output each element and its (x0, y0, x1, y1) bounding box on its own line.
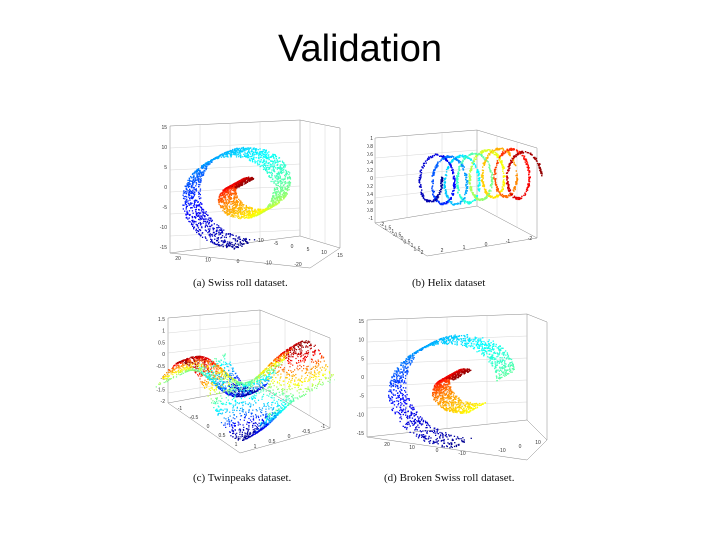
helix-points (418, 147, 543, 206)
z-axis-ticks: 15 10 5 0 -5 -10 -15 (357, 319, 364, 437)
tick-label: 15 (337, 253, 343, 259)
tick-label: -5 (163, 205, 168, 211)
tick-label: -10 (256, 238, 263, 244)
tick-label: 0 (288, 434, 291, 440)
tick-label: 0 (207, 424, 210, 430)
x-axis-ticks: -2-1.5-1-0.500.511.52 (380, 222, 424, 256)
tick-label: -15 (357, 431, 364, 437)
twinpeaks-points (155, 340, 335, 441)
slide-title: Validation (277, 28, 443, 70)
helix-figure: 10.80.60.40.20-0.2-0.4-0.6-0.8-1 -2-1.5-… (367, 128, 552, 260)
tick-label: -0.5 (302, 429, 311, 435)
tick-label: 0 (401, 236, 404, 242)
x-axis-ticks: 20 10 0 -10 (384, 442, 466, 457)
tick-label: -15 (160, 245, 167, 251)
tick-label: 0.6 (367, 152, 373, 158)
twinpeaks-figure: 1.5 1 0.5 0 -0.5 -1 -1.5 -2 -1 -0.5 0 0.5 1 1 0.5 0 -0… (150, 308, 335, 460)
tick-label: 0 (291, 244, 294, 250)
tick-label: 10 (205, 258, 211, 264)
z-axis-ticks: 1 0.8 0.6 0.4 0.2 0 -0.2 -0.4 -0.6 -0.8 -1 (367, 136, 373, 222)
tick-label: -10 (264, 261, 271, 267)
swiss-roll-figure: 15 10 5 0 -5 -10 -15 20 10 0 -10 -20 -10 -5 0 5 10 15 (140, 118, 350, 270)
tick-label: -10 (498, 448, 505, 454)
tick-label: 1.5 (414, 247, 421, 253)
tick-label: 0.8 (367, 144, 373, 150)
tick-label: 1.5 (158, 317, 165, 323)
tick-label: -2 (528, 236, 533, 242)
swiss-roll-points (182, 146, 292, 250)
x-axis-ticks: 20 10 0 -10 -20 (175, 256, 302, 268)
y-axis-ticks: -10 0 10 (498, 440, 541, 454)
tick-label: 0.5 (404, 240, 411, 246)
tick-label: 10 (409, 445, 415, 451)
tick-label: -0.6 (367, 200, 373, 206)
tick-label: 1 (254, 444, 257, 450)
tick-label: 0 (361, 375, 364, 381)
tick-label: 1 (463, 245, 466, 251)
tick-label: -0.5 (190, 415, 199, 421)
tick-label: 1 (411, 243, 414, 249)
tick-label: 5 (307, 247, 310, 253)
tick-label: 0.4 (367, 160, 373, 166)
tick-label: -0.2 (367, 184, 373, 190)
tick-label: 0 (164, 185, 167, 191)
tick-label: -0.4 (367, 192, 373, 198)
tick-label: 5 (164, 165, 167, 171)
tick-label: 10 (358, 338, 364, 344)
figure-caption-a: (a) Swiss roll dataset. (193, 277, 288, 289)
tick-label: 1 (235, 442, 238, 448)
tick-label: -1 (369, 216, 374, 222)
tick-label: -1 (321, 424, 326, 430)
tick-label: 0 (370, 176, 373, 182)
y-axis-ticks: 1 0.5 0 -0.5 -1 (254, 424, 326, 450)
tick-label: 0 (162, 352, 165, 358)
tick-label: -5 (274, 241, 279, 247)
figure-caption-d: (d) Broken Swiss roll dataset. (384, 472, 515, 484)
tick-label: 10 (321, 250, 327, 256)
y-axis-ticks: -10 -5 0 5 10 15 (256, 238, 343, 259)
broken-swiss-roll-figure: 15 10 5 0 -5 -10 -15 20 10 0 -10 -10 0 10 (352, 312, 552, 464)
figure-caption-b: (b) Helix dataset (412, 277, 486, 289)
x-axis-ticks: -1 -0.5 0 0.5 1 (178, 406, 238, 448)
tick-label: 0 (436, 448, 439, 454)
tick-label: 20 (384, 442, 390, 448)
tick-label: 10 (161, 145, 167, 151)
tick-label: -10 (458, 451, 465, 457)
broken-swiss-roll-points (388, 334, 515, 449)
tick-label: -5 (360, 394, 365, 400)
tick-label: -2 (380, 222, 385, 228)
tick-label: 0.5 (219, 433, 226, 439)
tick-label: 0.5 (269, 439, 276, 445)
tick-label: 2 (441, 248, 444, 254)
tick-label: 2 (421, 250, 424, 256)
tick-label: -0.5 (393, 233, 402, 239)
tick-label: 0.2 (367, 168, 373, 174)
tick-label: 10 (535, 440, 541, 446)
tick-label: -1.5 (156, 387, 165, 393)
z-axis-ticks: 15 10 5 0 -5 -10 -15 (160, 125, 167, 251)
tick-label: 15 (161, 125, 167, 131)
tick-label: 0.5 (158, 340, 165, 346)
tick-label: 0 (519, 444, 522, 450)
z-axis-ticks: 1.510.50-0.5-1-1.5-2 (156, 317, 165, 405)
tick-label: 20 (175, 256, 181, 262)
tick-label: 1 (370, 136, 373, 142)
tick-label: -10 (160, 225, 167, 231)
tick-label: -2 (161, 399, 166, 405)
tick-label: -1.5 (383, 226, 392, 232)
y-axis-ticks: 2 1 0 -1 -2 (441, 236, 533, 254)
tick-label: 15 (358, 319, 364, 325)
tick-label: -1 (390, 229, 395, 235)
tick-label: -1 (506, 239, 511, 245)
tick-label: 0 (237, 259, 240, 265)
tick-label: 1 (162, 329, 165, 335)
figure-caption-c: (c) Twinpeaks dataset. (193, 472, 292, 484)
tick-label: -10 (357, 412, 364, 418)
tick-label: -1 (178, 406, 183, 412)
tick-label: -20 (294, 262, 301, 268)
tick-label: 0 (485, 242, 488, 248)
tick-label: -0.5 (156, 364, 165, 370)
tick-label: -0.8 (367, 208, 373, 214)
tick-label: 5 (361, 356, 364, 362)
